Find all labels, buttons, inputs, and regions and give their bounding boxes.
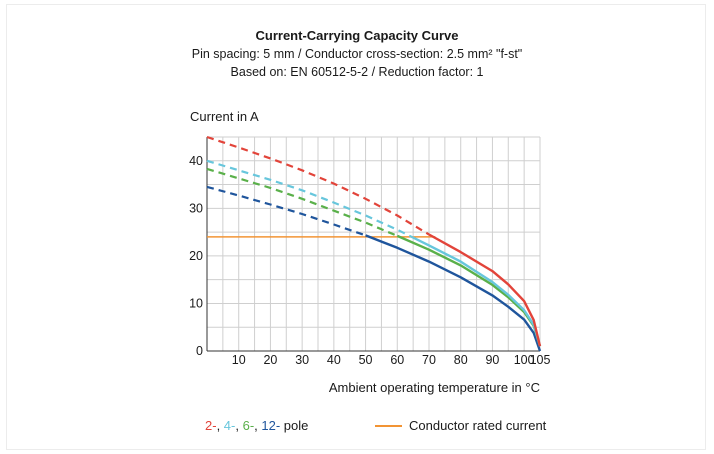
x-tick-label: 80	[454, 353, 468, 367]
chart-subtitle-line-2: Based on: EN 60512-5-2 / Reduction facto…	[231, 65, 484, 79]
x-tick-label: 20	[263, 353, 277, 367]
series-6-pole-solid	[396, 234, 542, 347]
y-tick-label: 20	[189, 249, 203, 263]
x-tick-label: 90	[485, 353, 499, 367]
legend-pole-item: ,	[217, 418, 224, 433]
x-tick-label: 30	[295, 353, 309, 367]
y-axis-label: Current in A	[190, 109, 259, 124]
x-tick-label: 40	[327, 353, 341, 367]
legend-pole-item: ,	[254, 418, 261, 433]
series-12-pole-dashed	[206, 185, 366, 237]
series-layer	[206, 135, 542, 352]
x-tick-label: 70	[422, 353, 436, 367]
legend-pole-item: 12-	[261, 418, 280, 433]
series-6-pole-dashed	[206, 167, 398, 237]
x-tick-label: 100	[514, 353, 535, 367]
legend-pole-item: 2-	[205, 418, 217, 433]
y-tick-label: 0	[196, 344, 203, 358]
y-tick-label: 30	[189, 201, 203, 215]
x-axis-label: Ambient operating temperature in °C	[329, 380, 540, 395]
legend-pole-item: 4-	[224, 418, 236, 433]
legend-pole-item: ,	[235, 418, 242, 433]
legend-pole-suffix: pole	[280, 418, 308, 433]
series-2-pole-dashed	[206, 135, 430, 236]
series-12-pole-solid	[365, 234, 542, 352]
series-2-pole-solid	[428, 233, 542, 347]
chart-subtitle-line-1: Pin spacing: 5 mm / Conductor cross-sect…	[192, 47, 523, 61]
chart-frame	[6, 4, 706, 450]
y-tick-label: 10	[189, 296, 203, 310]
series-4-pole-solid	[412, 236, 542, 347]
y-tick-label: 40	[189, 154, 203, 168]
legend-pole-text: 2-, 4-, 6-, 12- pole	[205, 418, 308, 433]
x-tick-label: 105	[530, 353, 551, 367]
x-tick-label: 60	[390, 353, 404, 367]
legend: 2-, 4-, 6-, 12- pole Conductor rated cur…	[205, 418, 547, 433]
legend-rated-current-label: Conductor rated current	[409, 418, 547, 433]
grid	[206, 136, 541, 352]
x-tick-label: 10	[232, 353, 246, 367]
x-tick-label: 50	[359, 353, 373, 367]
legend-pole-item: 6-	[243, 418, 255, 433]
series-4-pole-dashed	[206, 159, 414, 239]
chart-title: Current-Carrying Capacity Curve	[256, 28, 459, 43]
